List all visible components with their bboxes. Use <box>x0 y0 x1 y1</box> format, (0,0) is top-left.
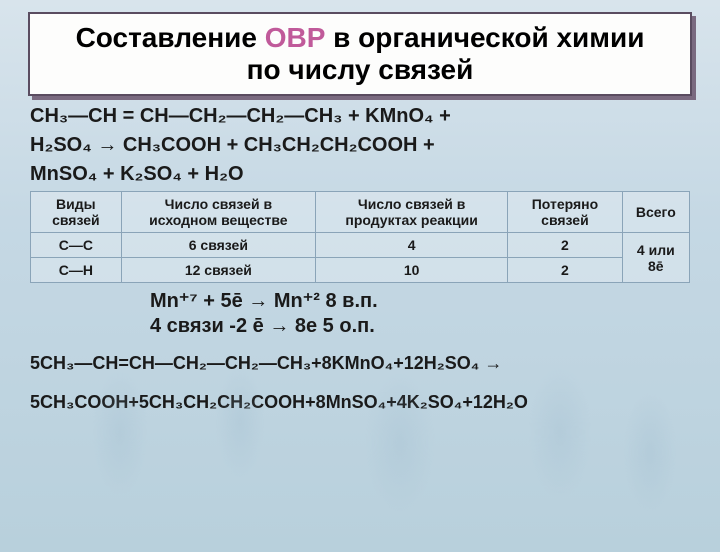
background-decor <box>0 12 720 552</box>
